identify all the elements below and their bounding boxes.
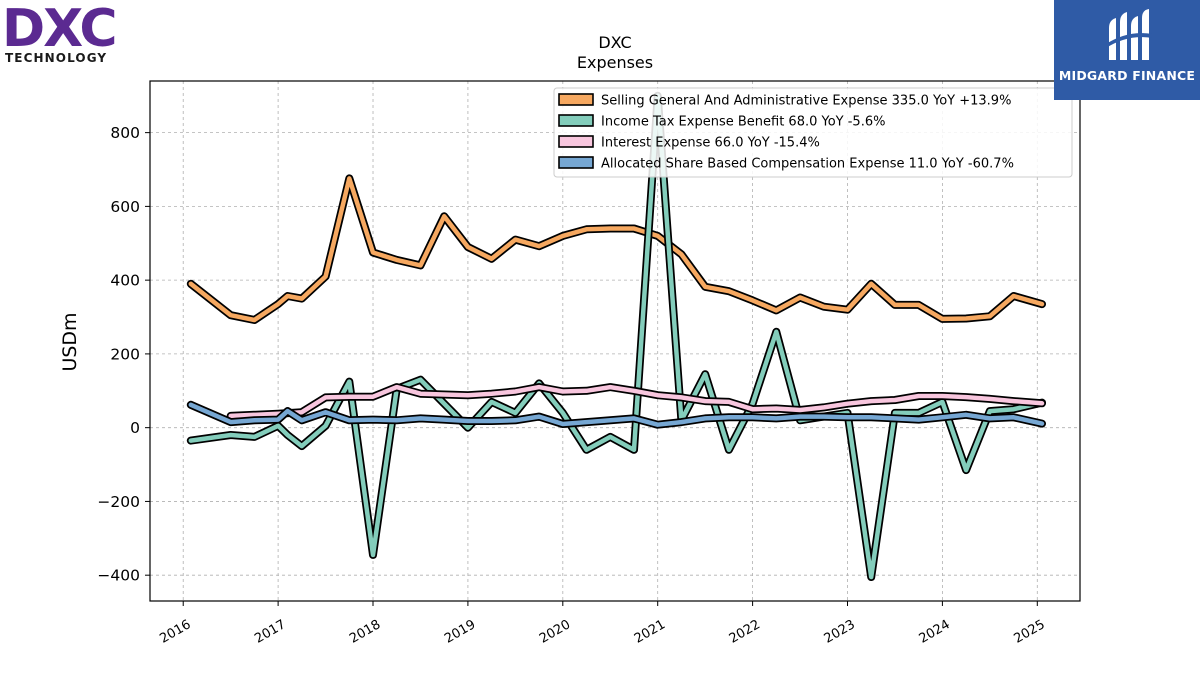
legend-box xyxy=(553,87,1073,178)
legend-swatch xyxy=(558,114,594,127)
midgard-logo-icon xyxy=(1106,9,1152,60)
x-tick-label: 2016 xyxy=(157,617,193,647)
dxc-logo: DXC TECHNOLOGY xyxy=(0,0,120,70)
series-line xyxy=(228,384,1045,419)
dxc-logo-mark: DXC xyxy=(2,0,118,59)
y-tick-label: 600 xyxy=(110,198,140,216)
y-tick-label: 0 xyxy=(130,419,140,437)
y-axis-label: USDm xyxy=(59,312,81,371)
dxc-logo-subtext: TECHNOLOGY xyxy=(5,51,108,65)
axis-ticks: 2016 2017 2018 2019 2020 2021 2022 2023 2024 2025… xyxy=(97,124,1047,647)
x-tick-label: 2024 xyxy=(917,617,953,647)
x-tick-label: 2023 xyxy=(822,617,858,647)
series-line xyxy=(188,176,1045,323)
chart-subtitle: Expenses xyxy=(577,53,653,72)
legend-swatch xyxy=(558,135,594,148)
y-tick-label: 200 xyxy=(110,345,140,363)
y-tick-label: 800 xyxy=(110,124,140,142)
legend-swatch xyxy=(558,156,594,169)
legend-swatch xyxy=(558,93,594,106)
y-tick-label: −400 xyxy=(97,567,140,585)
midgard-logo-name: MIDGARD FINANCE xyxy=(1058,68,1196,83)
chart-title: DXC xyxy=(598,33,631,52)
legend: Selling General And Administrative Expen… xyxy=(553,87,1073,178)
x-tick-label: 2025 xyxy=(1011,617,1047,647)
legend-label: Income Tax Expense Benefit 68.0 YoY -5.6… xyxy=(601,115,885,130)
series-lines xyxy=(186,91,1046,581)
x-tick-label: 2020 xyxy=(537,617,573,647)
series-outline xyxy=(186,174,1046,324)
legend-label: Interest Expense 66.0 YoY -15.4% xyxy=(601,136,820,151)
legend-label: Allocated Share Based Compensation Expen… xyxy=(601,157,1014,172)
y-tick-label: −200 xyxy=(97,493,140,511)
x-tick-label: 2019 xyxy=(442,617,478,647)
x-tick-label: 2022 xyxy=(727,617,763,647)
midgard-finance-logo: MIDGARD FINANCE xyxy=(1054,0,1200,100)
plot-frame xyxy=(149,80,1081,602)
x-tick-label: 2017 xyxy=(252,617,288,647)
series-line xyxy=(188,93,1045,580)
legend-label: Selling General And Administrative Expen… xyxy=(601,94,1011,109)
x-tick-label: 2021 xyxy=(632,617,668,647)
x-tick-label: 2018 xyxy=(347,617,383,647)
dxc-logo-text: DXC xyxy=(2,0,116,50)
y-tick-label: 400 xyxy=(110,272,140,290)
series-line xyxy=(188,402,1045,427)
